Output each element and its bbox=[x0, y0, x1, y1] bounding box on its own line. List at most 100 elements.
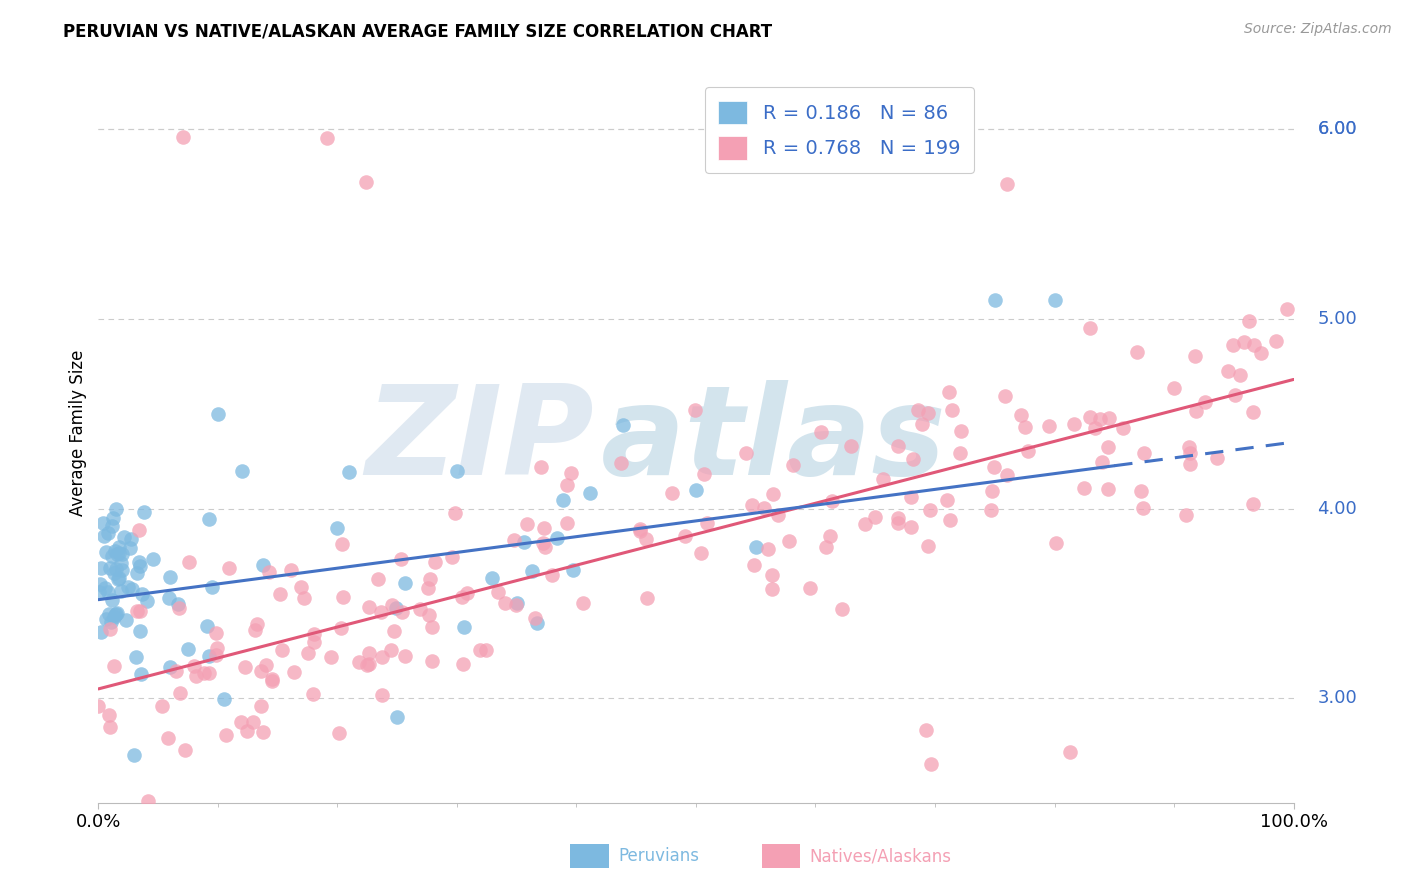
Point bbox=[555, 516, 578, 530]
Point bbox=[252, 558, 274, 572]
Text: atlas: atlas bbox=[600, 379, 946, 500]
Point bbox=[1185, 403, 1208, 417]
Point bbox=[555, 478, 578, 492]
Point bbox=[105, 607, 128, 622]
Point bbox=[887, 439, 910, 453]
Point bbox=[329, 621, 352, 635]
Point bbox=[1126, 345, 1149, 359]
Point bbox=[995, 468, 1018, 483]
Point bbox=[941, 403, 963, 417]
Point bbox=[419, 572, 441, 586]
Point bbox=[103, 566, 125, 580]
Point bbox=[915, 723, 938, 738]
Point bbox=[315, 131, 337, 145]
Point bbox=[97, 708, 120, 723]
Point bbox=[546, 531, 568, 545]
Point bbox=[359, 657, 381, 671]
Point bbox=[628, 522, 651, 536]
Point bbox=[418, 582, 440, 596]
Point bbox=[125, 649, 148, 664]
Point bbox=[1178, 457, 1201, 471]
Point bbox=[236, 723, 259, 738]
Point bbox=[1275, 302, 1298, 317]
Point bbox=[97, 607, 120, 621]
Point bbox=[356, 175, 378, 189]
Point bbox=[1133, 446, 1156, 460]
Point bbox=[169, 686, 191, 700]
Point bbox=[520, 565, 543, 579]
Point bbox=[205, 640, 228, 655]
Point bbox=[418, 607, 440, 622]
Point bbox=[887, 516, 910, 530]
Point bbox=[560, 466, 582, 480]
Point bbox=[1223, 388, 1246, 402]
Point bbox=[628, 524, 651, 538]
Point bbox=[741, 498, 763, 512]
Point bbox=[105, 606, 128, 620]
Point bbox=[917, 539, 939, 553]
Point bbox=[198, 512, 221, 526]
Point bbox=[1229, 368, 1251, 382]
Point bbox=[389, 552, 412, 566]
Point bbox=[778, 533, 800, 548]
Point bbox=[661, 485, 683, 500]
Point bbox=[1063, 417, 1085, 431]
Point bbox=[87, 699, 110, 714]
Point bbox=[450, 591, 472, 605]
Point bbox=[382, 624, 405, 639]
Point bbox=[1239, 314, 1261, 328]
Point bbox=[903, 452, 925, 467]
Point bbox=[872, 472, 894, 486]
Point bbox=[195, 619, 218, 633]
Point bbox=[540, 568, 562, 582]
Point bbox=[89, 576, 111, 591]
Point bbox=[506, 597, 529, 611]
Point bbox=[207, 407, 229, 421]
Point bbox=[446, 464, 468, 478]
Point bbox=[110, 556, 132, 570]
FancyBboxPatch shape bbox=[762, 844, 800, 868]
Point bbox=[481, 571, 503, 585]
Point bbox=[761, 582, 783, 596]
Text: 6.00: 6.00 bbox=[1317, 120, 1357, 138]
Point bbox=[120, 541, 142, 555]
Point bbox=[218, 560, 240, 574]
Point bbox=[136, 594, 159, 608]
Point bbox=[297, 646, 319, 660]
Text: Peruvians: Peruvians bbox=[619, 847, 699, 865]
Point bbox=[918, 503, 941, 517]
Point bbox=[950, 424, 973, 438]
Point bbox=[505, 598, 527, 612]
Point bbox=[516, 517, 538, 532]
Point bbox=[475, 642, 498, 657]
Point bbox=[683, 402, 706, 417]
Point bbox=[167, 600, 190, 615]
Text: 5.00: 5.00 bbox=[1317, 310, 1357, 327]
Point bbox=[157, 591, 180, 605]
Point bbox=[920, 756, 942, 771]
Point bbox=[131, 587, 153, 601]
Point bbox=[242, 715, 264, 730]
Point bbox=[129, 604, 152, 618]
Point bbox=[1045, 536, 1067, 550]
Point bbox=[174, 743, 197, 757]
Point bbox=[302, 687, 325, 701]
Point bbox=[409, 601, 432, 615]
Point bbox=[243, 623, 266, 637]
Point bbox=[101, 593, 124, 607]
Point bbox=[693, 467, 716, 481]
Point bbox=[319, 649, 342, 664]
Point bbox=[132, 505, 155, 519]
Point bbox=[101, 549, 124, 563]
Point bbox=[818, 529, 841, 543]
Point bbox=[865, 510, 887, 524]
Point bbox=[205, 648, 228, 662]
Point bbox=[260, 672, 283, 686]
Point bbox=[250, 664, 273, 678]
Point bbox=[371, 649, 394, 664]
Point bbox=[142, 552, 165, 566]
Point bbox=[1250, 346, 1272, 360]
Point bbox=[468, 643, 491, 657]
Point bbox=[1241, 497, 1264, 511]
Point bbox=[380, 643, 402, 657]
